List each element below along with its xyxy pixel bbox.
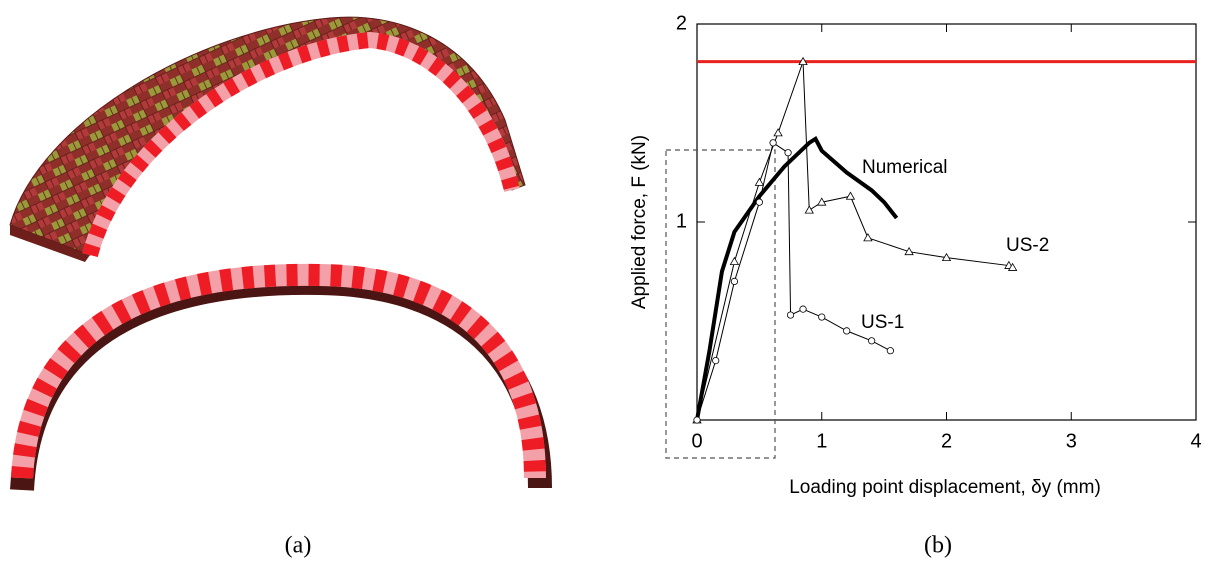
series-label: US-1 bbox=[861, 312, 904, 333]
marker bbox=[730, 258, 738, 265]
series-line bbox=[697, 139, 897, 420]
marker bbox=[805, 206, 813, 213]
marker bbox=[785, 150, 791, 156]
marker bbox=[694, 417, 700, 423]
marker bbox=[868, 338, 874, 344]
series-line bbox=[697, 62, 1013, 420]
x-axis-label: Loading point displacement, δy (mm) bbox=[789, 477, 1101, 498]
marker bbox=[774, 129, 782, 136]
marker bbox=[713, 357, 719, 363]
arch-render bbox=[22, 275, 540, 490]
series-label: US-2 bbox=[1006, 235, 1049, 256]
marker bbox=[819, 314, 825, 320]
marker bbox=[844, 328, 850, 334]
caption: (a) bbox=[285, 533, 312, 559]
marker bbox=[731, 278, 737, 284]
y-tick-label: 1 bbox=[676, 210, 687, 232]
marker bbox=[846, 192, 854, 199]
caption: (b) bbox=[924, 533, 952, 559]
x-tick-label: 4 bbox=[1190, 430, 1201, 452]
plot-frame bbox=[697, 24, 1196, 420]
marker bbox=[787, 312, 793, 318]
x-tick-label: 0 bbox=[691, 430, 702, 452]
x-tick-label: 1 bbox=[816, 430, 827, 452]
series-label: Numerical bbox=[862, 157, 948, 178]
marker bbox=[887, 348, 893, 354]
marker bbox=[864, 234, 872, 241]
x-tick-label: 3 bbox=[1066, 430, 1077, 452]
figure: Loading point displacement, δy (mm) Appl… bbox=[0, 0, 1208, 563]
marker bbox=[755, 178, 763, 185]
y-tick-label: 2 bbox=[676, 12, 687, 34]
marker bbox=[770, 140, 776, 146]
marker bbox=[800, 306, 806, 312]
marker bbox=[756, 199, 762, 205]
vault-render bbox=[10, 17, 525, 262]
y-axis-label: Applied force, F (kN) bbox=[629, 135, 650, 309]
x-tick-label: 2 bbox=[941, 430, 952, 452]
